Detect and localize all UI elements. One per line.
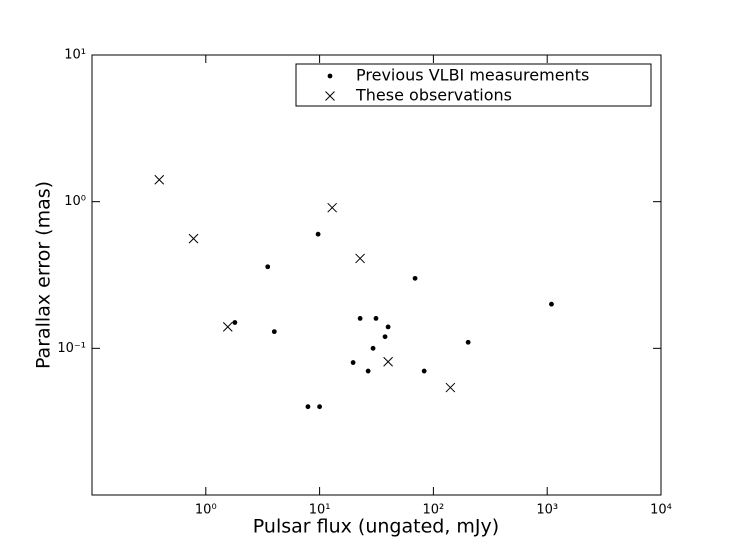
point [445,382,456,393]
legend-label: These observations [355,86,512,105]
point [265,264,271,270]
x-tick-label: 10⁰ [195,503,217,518]
point [385,324,391,330]
point [549,301,554,307]
plot-frame [91,54,662,496]
point [357,315,363,321]
point [365,368,371,374]
point [412,275,418,281]
point [222,322,233,332]
y-tick-label: 10⁰ [64,194,86,209]
x-tick-label: 10² [423,503,445,518]
legend-label: Previous VLBI measurements [356,66,589,85]
y-axis-label: Parallax error (mas) [33,181,55,369]
legend-marker [325,91,335,101]
point [421,368,427,374]
x-axis-label: Pulsar flux (ungated, mJy) [253,516,499,538]
point [188,233,199,244]
point [350,360,356,365]
point [373,315,379,321]
legend-marker [327,73,333,79]
legend-box [295,63,652,107]
point [305,404,311,410]
x-tick-label: 10⁴ [650,503,672,518]
y-tick-label: 10¹ [64,48,86,63]
point [154,174,165,185]
point [382,334,388,340]
y-tick-label: 10⁻¹ [57,341,86,356]
x-tick-label: 10¹ [309,503,331,518]
point [315,231,321,237]
x-tick-label: 10³ [536,503,558,518]
point [317,404,322,410]
point [465,339,471,345]
point [271,329,277,335]
point [327,202,338,213]
point [370,345,376,351]
point [355,253,365,264]
point [383,356,393,367]
point [232,320,238,325]
